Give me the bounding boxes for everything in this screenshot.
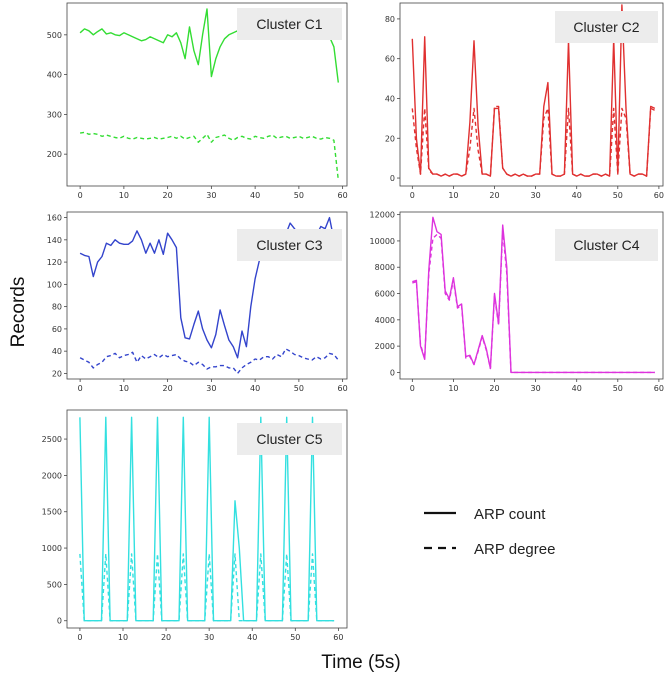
- legend: ARP count ARP degree: [424, 506, 555, 558]
- x-axis-title: Time (5s): [321, 652, 401, 673]
- y-tick-label: 1500: [42, 508, 62, 517]
- y-tick-label: 6000: [375, 290, 395, 299]
- chart-title: Cluster C5: [256, 431, 322, 447]
- y-tick-label: 60: [52, 325, 62, 334]
- x-tick-label: 10: [448, 191, 458, 200]
- chart-panel-5: 0 10 20 30 40 50 60 0 500 1000 1500 2000 2500 Cluster…: [42, 409, 348, 642]
- x-tick-label: 20: [161, 633, 171, 642]
- cluster-badge: [237, 229, 342, 261]
- x-tick-label: 0: [77, 633, 82, 642]
- y-tick-label: 0: [390, 368, 395, 377]
- y-tick-label: 100: [47, 280, 62, 289]
- x-tick-label: 0: [78, 191, 83, 200]
- y-tick-label: 200: [47, 150, 62, 159]
- y-tick-label: 8000: [375, 263, 395, 272]
- y-tick-label: 140: [47, 236, 62, 245]
- y-tick-label: 60: [385, 55, 395, 64]
- y-tick-label: 400: [47, 71, 62, 80]
- x-tick-label: 60: [654, 191, 664, 200]
- y-tick-label: 1000: [42, 544, 62, 553]
- chart-panel-2: 0 10 20 30 40 50 60 0 20 40 60 80 Cluster C2: [385, 2, 664, 200]
- x-tick-label: 40: [250, 384, 260, 393]
- y-axis-title: Records: [8, 277, 29, 348]
- y-tick-label: 2500: [42, 435, 62, 444]
- x-tick-label: 40: [572, 384, 582, 393]
- series-line-arp-degree: [79, 131, 339, 181]
- x-tick-label: 20: [163, 191, 173, 200]
- chart-title: Cluster C2: [573, 19, 639, 35]
- x-tick-label: 40: [572, 191, 582, 200]
- x-tick-label: 20: [163, 384, 173, 393]
- series-line-arp-count: [411, 4, 656, 177]
- chart-title: Cluster C3: [256, 237, 322, 253]
- chart-title: Cluster C1: [256, 16, 322, 32]
- series-line-arp-degree: [79, 348, 339, 375]
- y-tick-label: 40: [385, 94, 395, 103]
- series-line-arp-count: [79, 416, 335, 622]
- x-tick-label: 10: [118, 633, 128, 642]
- x-tick-label: 20: [489, 191, 499, 200]
- legend-label: ARP count: [474, 506, 546, 523]
- y-tick-label: 10000: [370, 237, 395, 246]
- x-tick-label: 10: [119, 384, 129, 393]
- x-tick-label: 50: [294, 384, 304, 393]
- y-tick-label: 40: [52, 347, 62, 356]
- x-tick-label: 50: [290, 633, 300, 642]
- x-tick-label: 60: [338, 191, 348, 200]
- chart-panel-4: 0 10 20 30 40 50 60 0 2000 4000 6000 8000 10000 12000…: [370, 211, 664, 393]
- x-tick-label: 40: [247, 633, 257, 642]
- cluster-badge: [555, 229, 658, 261]
- y-tick-label: 2000: [375, 342, 395, 351]
- x-tick-label: 20: [489, 384, 499, 393]
- y-tick-label: 120: [47, 258, 62, 267]
- y-tick-label: 20: [385, 134, 395, 143]
- x-tick-label: 30: [531, 384, 541, 393]
- y-tick-label: 0: [57, 617, 62, 626]
- x-tick-label: 10: [119, 191, 129, 200]
- x-tick-label: 10: [448, 384, 458, 393]
- x-tick-label: 30: [206, 384, 216, 393]
- x-tick-label: 50: [613, 384, 623, 393]
- y-tick-label: 4000: [375, 316, 395, 325]
- x-tick-label: 30: [531, 191, 541, 200]
- series-line-arp-count: [412, 216, 655, 374]
- x-tick-label: 30: [206, 191, 216, 200]
- y-tick-label: 12000: [370, 211, 395, 220]
- x-tick-label: 60: [654, 384, 664, 393]
- x-tick-label: 0: [410, 384, 415, 393]
- y-tick-label: 300: [47, 110, 62, 119]
- y-tick-label: 500: [47, 31, 62, 40]
- y-tick-label: 500: [47, 580, 62, 589]
- x-tick-label: 50: [294, 191, 304, 200]
- chart-title: Cluster C4: [573, 237, 639, 253]
- y-tick-label: 160: [47, 214, 62, 223]
- y-tick-label: 80: [52, 303, 62, 312]
- cluster-badge: [555, 11, 658, 43]
- legend-label: ARP degree: [474, 541, 555, 558]
- y-tick-label: 2000: [42, 471, 62, 480]
- x-tick-label: 0: [78, 384, 83, 393]
- x-tick-label: 50: [613, 191, 623, 200]
- x-tick-label: 60: [333, 633, 343, 642]
- x-tick-label: 60: [338, 384, 348, 393]
- y-tick-label: 0: [390, 174, 395, 183]
- chart-panel-3: 0 10 20 30 40 50 60 20 40 60 80 100 120 140 160 Cluster…: [47, 211, 348, 393]
- chart-panel-1: 0 10 20 30 40 50 60 200 300 400 500 Cluster C1: [47, 2, 348, 200]
- x-tick-label: 30: [204, 633, 214, 642]
- cluster-badge: [237, 423, 342, 455]
- x-tick-label: 0: [410, 191, 415, 200]
- x-tick-label: 40: [250, 191, 260, 200]
- y-tick-label: 20: [52, 369, 62, 378]
- y-tick-label: 80: [385, 15, 395, 24]
- cluster-badge: [237, 8, 342, 40]
